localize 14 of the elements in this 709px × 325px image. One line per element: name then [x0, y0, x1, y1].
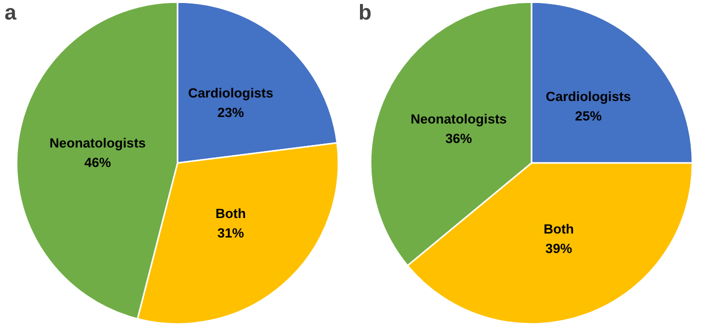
data-label: 25%: [575, 108, 602, 124]
chart-title: a: [4, 0, 16, 24]
data-label: 46%: [84, 155, 112, 170]
slice-label: Neonatologists: [410, 112, 507, 126]
data-label: 31%: [217, 226, 244, 241]
chart-title: b: [358, 0, 372, 24]
slice-label: Neonatologists: [50, 136, 146, 151]
data-label: 23%: [217, 104, 244, 120]
slice-label: Cardiologists: [188, 85, 274, 100]
data-label: 36%: [445, 131, 472, 146]
slice-label: Both: [544, 221, 574, 236]
slice-label: Cardiologists: [546, 88, 631, 104]
slice-label: Both: [216, 206, 246, 222]
data-label: 39%: [545, 240, 572, 256]
